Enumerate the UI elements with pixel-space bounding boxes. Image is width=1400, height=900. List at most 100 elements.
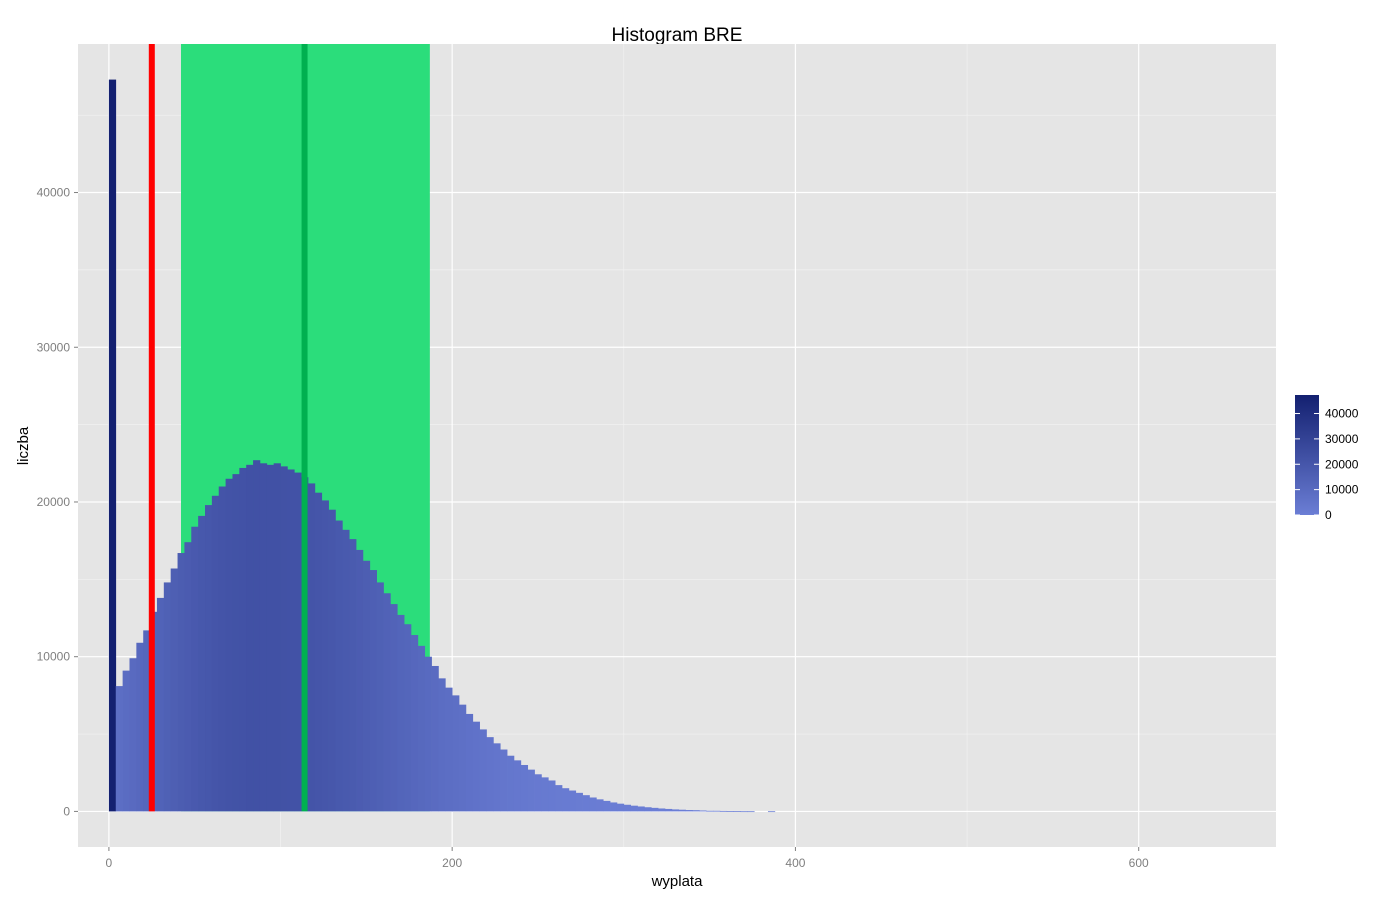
histogram-bar	[486, 737, 494, 812]
histogram-bar	[431, 665, 439, 812]
histogram-bar	[383, 593, 391, 812]
histogram-bar	[767, 811, 776, 813]
histogram-bar	[259, 463, 268, 812]
histogram-bar	[596, 799, 604, 812]
histogram-bar	[369, 570, 377, 812]
histogram-bar	[321, 500, 329, 812]
histogram-bar	[136, 642, 144, 812]
histogram-bar	[294, 472, 302, 812]
histogram-bar	[500, 749, 508, 812]
histogram-bar	[740, 811, 748, 813]
histogram-bar	[438, 678, 446, 812]
x-tick-label: 0	[106, 856, 113, 870]
legend-label: 20000	[1325, 457, 1359, 471]
histogram-bar	[342, 529, 350, 812]
histogram-bar	[417, 645, 426, 812]
histogram-bar	[555, 785, 563, 812]
reference-lines	[148, 44, 308, 812]
histogram-bar	[507, 755, 515, 812]
histogram-bar	[307, 483, 316, 812]
histogram-bar	[692, 810, 700, 812]
x-tick-label: 400	[785, 856, 805, 870]
histogram-bar	[582, 795, 590, 812]
histogram-bar	[253, 460, 261, 812]
histogram-bar	[493, 743, 501, 812]
histogram-bar	[726, 811, 734, 812]
legend-label: 10000	[1325, 483, 1359, 497]
histogram-bar	[685, 810, 693, 812]
histogram-bars	[108, 79, 776, 813]
histogram-bar	[472, 721, 480, 812]
histogram-bar	[678, 809, 686, 812]
chart-title: Histogram BRE	[612, 25, 743, 46]
histogram-bar	[191, 526, 199, 812]
legend-label: 40000	[1325, 407, 1359, 421]
histogram-bar	[184, 542, 192, 812]
histogram-bar	[225, 478, 233, 812]
histogram-bar	[280, 466, 288, 812]
histogram-bar	[143, 630, 151, 812]
histogram-bar	[527, 769, 535, 812]
histogram-bar	[747, 811, 755, 813]
histogram-bar	[273, 463, 281, 812]
histogram-bar	[575, 792, 583, 812]
histogram-bar	[706, 810, 714, 812]
histogram-bar	[644, 807, 652, 812]
histogram-bar	[198, 515, 206, 812]
y-axis-ticks: 0 10000 20000 30000 40000	[37, 186, 78, 818]
histogram-bar	[404, 624, 412, 812]
histogram-bar	[287, 469, 295, 812]
histogram-bar	[177, 553, 185, 812]
legend-label: 30000	[1325, 432, 1359, 446]
histogram-bar	[445, 687, 453, 812]
x-axis-title: wyplata	[651, 873, 704, 890]
histogram-bar	[651, 807, 659, 812]
histogram-bar	[616, 803, 625, 812]
histogram-bar	[205, 505, 213, 812]
histogram-bar	[603, 800, 611, 812]
histogram-bar	[610, 802, 618, 812]
histogram-bar	[397, 614, 405, 812]
histogram-bar	[163, 582, 172, 812]
y-tick-label: 20000	[37, 495, 71, 509]
histogram-bar	[699, 810, 707, 812]
histogram-bar	[479, 729, 487, 812]
histogram-bar	[239, 467, 247, 812]
histogram-bar	[246, 464, 254, 812]
histogram-bar	[541, 777, 549, 812]
histogram-bar	[424, 656, 432, 812]
histogram-bar	[266, 464, 275, 812]
histogram-bar	[637, 806, 645, 812]
x-tick-label: 200	[442, 856, 462, 870]
histogram-bar	[733, 811, 741, 812]
histogram-bar	[211, 495, 220, 812]
x-tick-label: 600	[1129, 856, 1149, 870]
histogram-bar	[356, 549, 364, 812]
histogram-bar	[630, 805, 638, 812]
fill-legend: 0 10000 20000 30000 40000	[1295, 395, 1359, 522]
legend-label: 0	[1325, 508, 1332, 522]
histogram-bar	[362, 560, 371, 812]
histogram-bar	[156, 597, 165, 812]
histogram-bar	[314, 492, 323, 812]
y-tick-label: 30000	[37, 340, 71, 354]
y-axis-title: liczba	[15, 426, 32, 465]
histogram-bar	[664, 808, 673, 812]
legend-colorbar	[1295, 395, 1319, 515]
histogram-bar	[115, 686, 123, 812]
histogram-bar	[589, 797, 597, 812]
histogram-bar	[376, 582, 384, 812]
x-axis-ticks: 0 200 400 600	[106, 847, 1149, 870]
histogram-bar	[108, 79, 117, 812]
y-tick-label: 40000	[37, 186, 71, 200]
histogram-bar	[390, 604, 398, 812]
y-tick-label: 10000	[37, 650, 71, 664]
histogram-bar	[562, 788, 570, 812]
histogram-bar	[568, 790, 577, 812]
histogram-bar	[534, 774, 542, 812]
histogram-bar	[218, 486, 226, 812]
histogram-bar	[328, 509, 336, 812]
histogram-bar	[671, 809, 680, 812]
histogram-bar	[459, 704, 467, 812]
